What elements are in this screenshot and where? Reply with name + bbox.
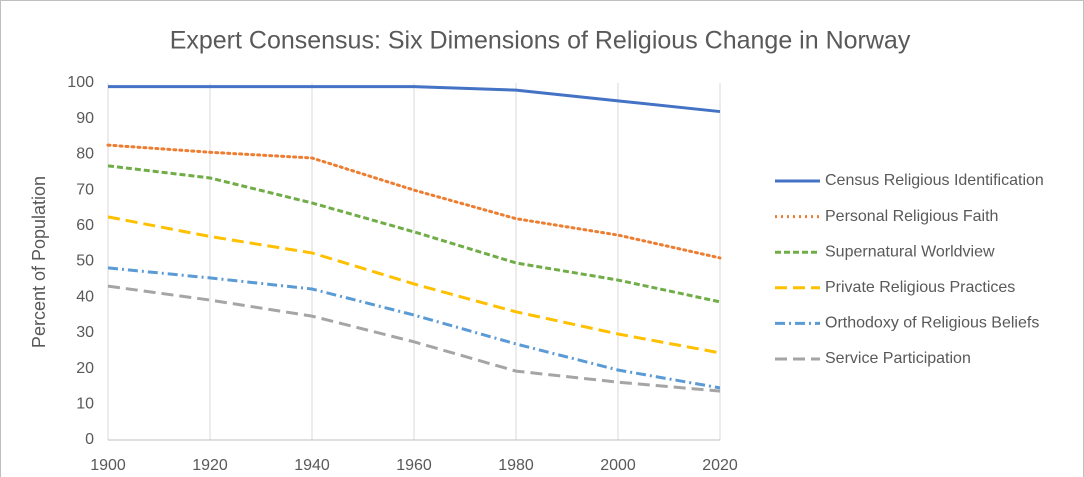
y-tick-label: 30 [76,324,94,341]
series-line [107,284,721,393]
chart-title: Expert Consensus: Six Dimensions of Reli… [170,27,911,55]
legend-label: Orthodoxy of Religious Beliefs [825,315,1039,332]
series-line [107,266,721,390]
y-tick-label: 80 [76,146,94,163]
legend-label: Supernatural Worldview [825,243,995,260]
y-tick-label: 90 [76,110,94,127]
y-tick-label: 0 [85,431,94,448]
y-tick-label: 50 [76,253,94,270]
series-line [108,85,721,114]
series-line [107,215,721,355]
y-tick-label: 70 [76,181,94,198]
x-tick-label: 1940 [294,457,330,474]
y-axis-label: Percent of Population [29,176,49,348]
legend-label: Private Religious Practices [825,279,1015,296]
x-tick-label: 1920 [192,457,228,474]
x-tick-label: 1980 [498,457,534,474]
legend-label: Personal Religious Faith [825,208,998,225]
x-tick-label: 1900 [90,457,126,474]
x-tick-label: 2000 [600,457,636,474]
x-tick-label: 2020 [702,457,738,474]
legend-label: Census Religious Identification [825,172,1044,189]
series-line [106,143,722,260]
y-tick-label: 40 [76,288,94,305]
series-line [107,164,721,304]
x-tick-label: 1960 [396,457,432,474]
y-tick-label: 60 [76,217,94,234]
y-tick-label: 100 [67,74,94,91]
legend-label: Service Participation [825,350,971,367]
y-tick-label: 20 [76,360,94,377]
y-tick-label: 10 [76,396,94,413]
